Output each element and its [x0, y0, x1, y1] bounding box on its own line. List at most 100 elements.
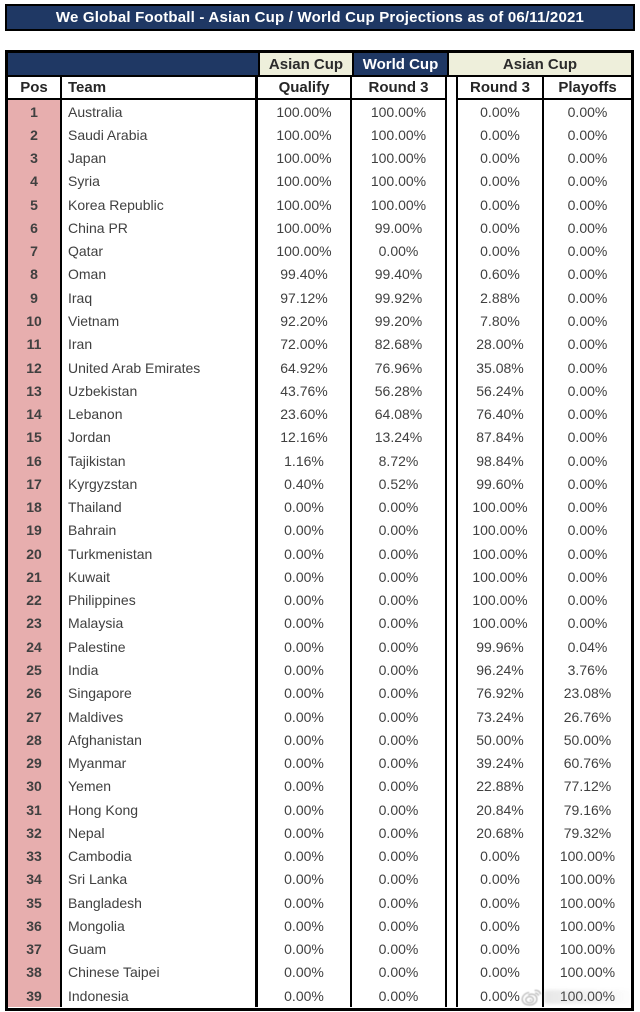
wc-round3-cell: 0.00% — [352, 751, 447, 775]
ac-round3-cell: 0.00% — [456, 914, 544, 938]
wc-round3-cell: 0.00% — [352, 495, 447, 519]
wc-round3-cell: 100.00% — [352, 169, 447, 194]
playoffs-cell: 3.76% — [544, 658, 631, 682]
projection-table: Asian Cup World Cup Asian Cup Pos Team Q… — [5, 50, 634, 1011]
team-cell: Vietnam — [62, 309, 258, 333]
playoffs-cell: 77.12% — [544, 774, 631, 798]
team-cell: Guam — [62, 937, 258, 961]
pos-cell: 35 — [8, 891, 62, 915]
group-gap-cell — [447, 402, 456, 426]
group-gap-cell — [447, 542, 456, 566]
ac-round3-cell: 0.00% — [456, 844, 544, 868]
pos-cell: 7 — [8, 239, 62, 263]
pos-cell: 26 — [8, 681, 62, 705]
qualify-cell: 0.00% — [258, 728, 352, 752]
wc-round3-cell: 0.00% — [352, 704, 447, 729]
playoffs-cell: 0.00% — [544, 495, 631, 519]
ac-round3-cell: 0.00% — [456, 100, 544, 124]
ac-round3-cell: 0.00% — [456, 239, 544, 263]
playoffs-cell: 0.00% — [544, 518, 631, 543]
qualify-cell: 0.00% — [258, 797, 352, 822]
column-header-playoffs: Playoffs — [544, 77, 631, 100]
column-header-gap — [447, 77, 456, 100]
qualify-cell: 0.00% — [258, 984, 352, 1008]
ac-round3-cell: 7.80% — [456, 309, 544, 333]
group-gap-cell — [447, 239, 456, 263]
wc-round3-cell: 0.00% — [352, 635, 447, 659]
team-cell: Mongolia — [62, 914, 258, 938]
group-gap-cell — [447, 751, 456, 775]
team-cell: Kyrgyzstan — [62, 472, 258, 496]
team-cell: Iraq — [62, 286, 258, 310]
playoffs-cell: 100.00% — [544, 937, 631, 961]
pos-cell: 28 — [8, 728, 62, 752]
group-gap-cell — [447, 472, 456, 496]
group-gap-cell — [447, 867, 456, 892]
wc-round3-cell: 100.00% — [352, 146, 447, 170]
playoffs-cell: 0.00% — [544, 216, 631, 240]
group-gap-cell — [447, 937, 456, 961]
team-cell: Saudi Arabia — [62, 123, 258, 147]
pos-cell: 15 — [8, 425, 62, 449]
pos-cell: 34 — [8, 867, 62, 892]
wc-round3-cell: 0.00% — [352, 239, 447, 263]
qualify-cell: 0.00% — [258, 891, 352, 915]
pos-cell: 5 — [8, 193, 62, 217]
pos-cell: 3 — [8, 146, 62, 170]
qualify-cell: 23.60% — [258, 402, 352, 426]
playoffs-cell: 79.16% — [544, 797, 631, 822]
pos-cell: 22 — [8, 588, 62, 612]
qualify-cell: 100.00% — [258, 100, 352, 124]
pos-cell: 1 — [8, 100, 62, 124]
wc-round3-cell: 0.52% — [352, 472, 447, 496]
playoffs-cell: 100.00% — [544, 914, 631, 938]
group-gap-cell — [447, 635, 456, 659]
qualify-cell: 43.76% — [258, 379, 352, 403]
team-cell: Uzbekistan — [62, 379, 258, 403]
pos-cell: 19 — [8, 518, 62, 543]
playoffs-cell: 0.00% — [544, 425, 631, 449]
wc-round3-cell: 64.08% — [352, 402, 447, 426]
column-header-pos: Pos — [8, 77, 62, 100]
qualify-cell: 0.00% — [258, 821, 352, 845]
wc-round3-cell: 0.00% — [352, 937, 447, 961]
group-gap-cell — [447, 797, 456, 822]
column-header-qualify: Qualify — [258, 77, 352, 100]
playoffs-cell: 100.00% — [544, 891, 631, 915]
qualify-cell: 1.16% — [258, 448, 352, 473]
playoffs-cell: 100.00% — [544, 960, 631, 985]
team-cell: Indonesia — [62, 984, 258, 1008]
wc-round3-cell: 0.00% — [352, 518, 447, 543]
wc-round3-cell: 56.28% — [352, 379, 447, 403]
group-gap-cell — [447, 100, 456, 124]
playoffs-cell: 0.00% — [544, 286, 631, 310]
group-gap-cell — [447, 565, 456, 589]
group-gap-cell — [447, 332, 456, 356]
qualify-cell: 0.00% — [258, 495, 352, 519]
playoffs-cell: 50.00% — [544, 728, 631, 752]
ac-round3-cell: 100.00% — [456, 611, 544, 636]
playoffs-cell: 26.76% — [544, 704, 631, 729]
group-gap-cell — [447, 774, 456, 798]
playoffs-cell: 0.00% — [544, 309, 631, 333]
playoffs-cell: 0.00% — [544, 355, 631, 380]
qualify-cell: 99.40% — [258, 262, 352, 287]
team-cell: Bangladesh — [62, 891, 258, 915]
pos-cell: 23 — [8, 611, 62, 636]
group-gap-cell — [447, 704, 456, 729]
pos-cell: 36 — [8, 914, 62, 938]
pos-cell: 20 — [8, 542, 62, 566]
group-gap-cell — [447, 611, 456, 636]
team-cell: China PR — [62, 216, 258, 240]
group-header-asian-cup-final: Asian Cup — [447, 53, 631, 77]
column-header-ac-round3: Round 3 — [456, 77, 544, 100]
playoffs-cell: 23.08% — [544, 681, 631, 705]
pos-cell: 11 — [8, 332, 62, 356]
qualify-cell: 0.00% — [258, 774, 352, 798]
qualify-cell: 100.00% — [258, 216, 352, 240]
ac-round3-cell: 99.96% — [456, 635, 544, 659]
wc-round3-cell: 0.00% — [352, 960, 447, 985]
pos-cell: 16 — [8, 448, 62, 473]
pos-cell: 38 — [8, 960, 62, 985]
ac-round3-cell: 100.00% — [456, 588, 544, 612]
